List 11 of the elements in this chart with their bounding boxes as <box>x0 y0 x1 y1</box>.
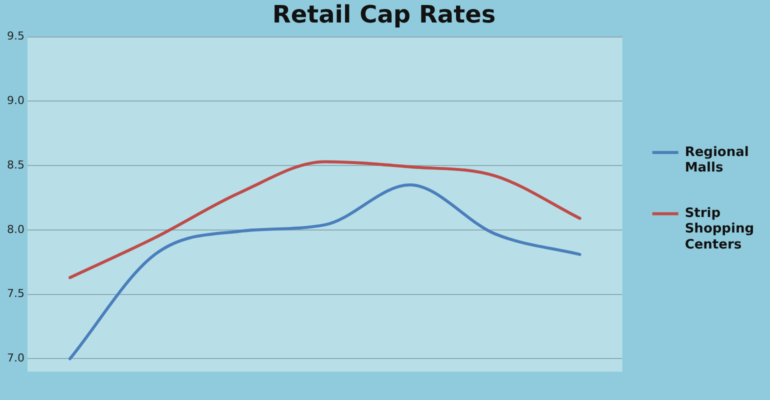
y-tick-label: 9.5 <box>6 30 24 43</box>
y-tick-label: 9.0 <box>6 94 24 108</box>
y-tick-label: 8.5 <box>6 158 24 172</box>
line-series <box>68 160 582 280</box>
y-tick-label: 7.0 <box>6 352 24 365</box>
chart-title: Retail Cap Rates <box>272 0 496 29</box>
legend-label: Regional Malls <box>684 144 749 176</box>
legend-label: Strip Shopping Centers <box>684 206 754 252</box>
line-series <box>68 183 582 360</box>
y-tick-label: 8.0 <box>6 222 24 236</box>
y-tick-label: 7.5 <box>6 287 24 300</box>
